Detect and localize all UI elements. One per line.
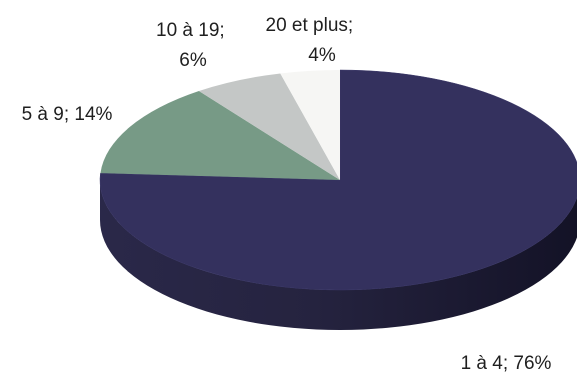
pie-slice-5-9 <box>100 91 340 180</box>
slice-label-10-a-19: 10 à 19; 6% <box>156 20 230 71</box>
pie-slice-10-19 <box>198 73 340 180</box>
pie-slice-20-et-plus <box>280 70 340 180</box>
pie-slices <box>99 69 577 291</box>
pie-side-walls <box>100 180 577 330</box>
pie-side-wall <box>100 180 577 330</box>
slice-label-5-a-9: 5 à 9; 14% <box>22 104 113 125</box>
slice-label-20-et-plus: 20 et plus; 4% <box>266 15 359 66</box>
slice-label-1-a-4: 1 à 4; 76% <box>461 353 552 374</box>
slice-labels: 1 à 4; 76% 5 à 9; 14% 10 à 19; 6% 20 et … <box>22 15 552 374</box>
pie-slice-1-4 <box>99 69 577 291</box>
